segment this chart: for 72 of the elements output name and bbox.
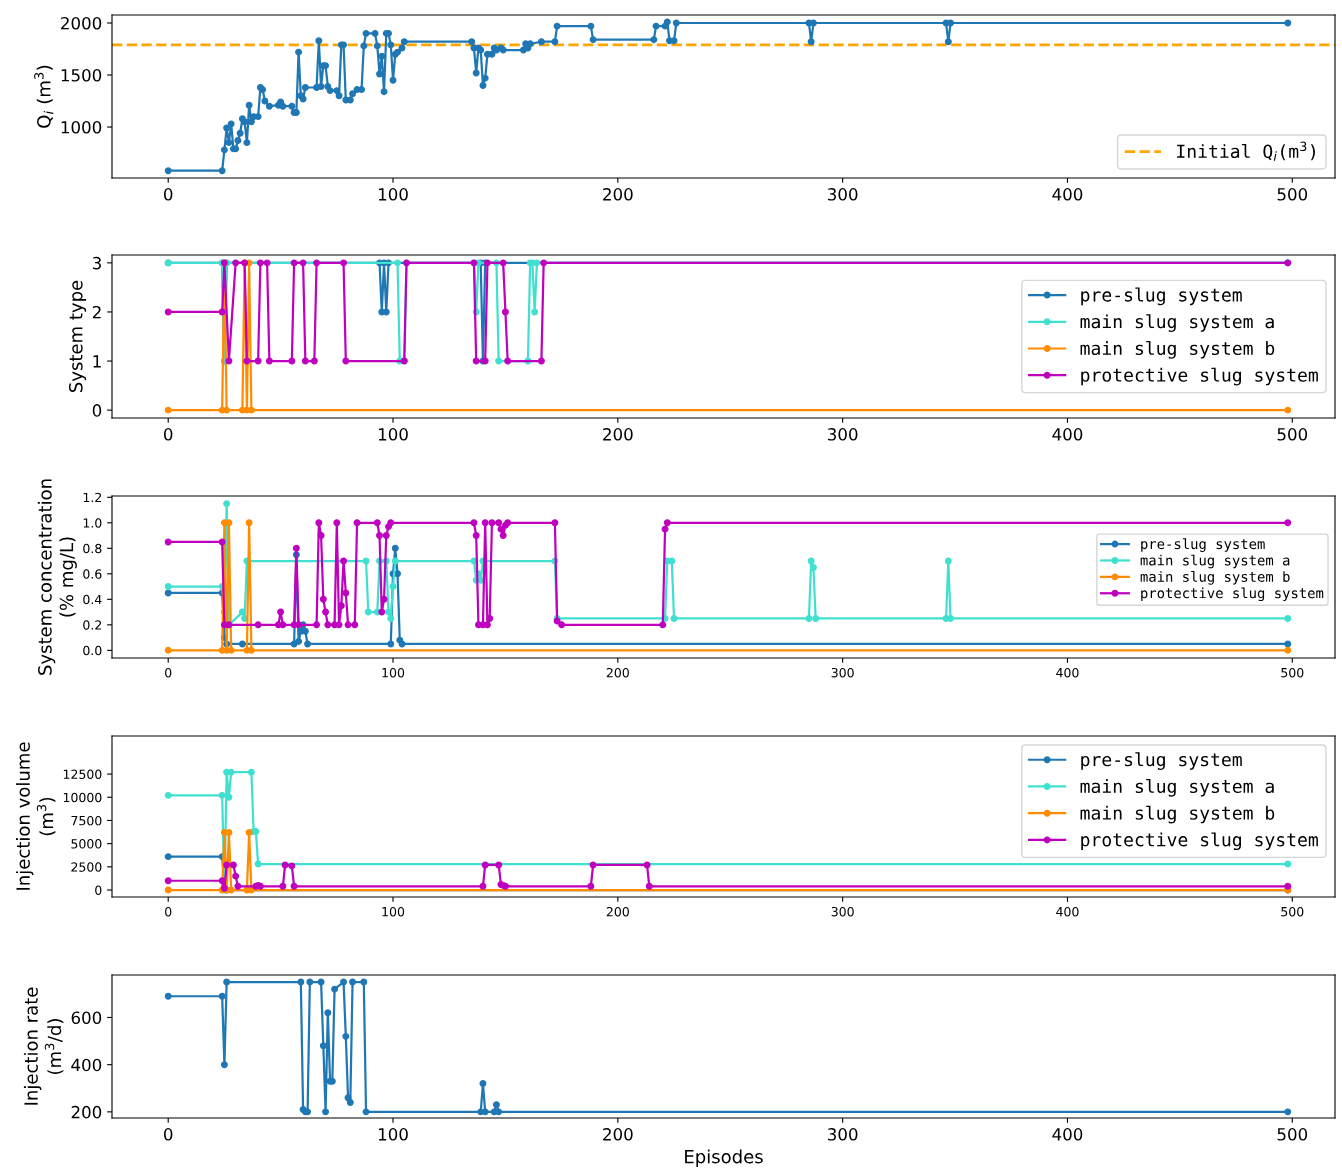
y-tick-label: 0.8 [83,543,102,554]
x-tick-label: 300 [831,906,854,917]
x-tick-label: 400 [1052,188,1083,201]
y-tick-label: 1500 [61,68,102,82]
legend-label: pre-slug system [1081,287,1242,306]
legend-label: main slug system a [1080,314,1274,332]
legend-label: protective slug system [1141,587,1324,602]
x-tick-label: 500 [1281,667,1304,678]
y-tick-label: 600 [71,1011,102,1025]
y-axis-title: Q$_{i}$ (m$^{3}$) [34,65,54,128]
y-axis-title: Injection rate (m$^{3}$/d) [23,987,64,1105]
legend-label: pre-slug system [1081,752,1242,770]
y-axis-title: System concentration (% mg/L) [37,479,77,675]
y-tick-label: 0.2 [83,620,102,630]
x-tick-label: 500 [1277,1128,1308,1141]
x-tick-label: 0 [164,1128,173,1141]
y-axis-title: Injection volume (m$^{3}$) [15,742,56,890]
y-tick-label: 0 [95,885,102,895]
x-tick-label: 200 [606,906,629,917]
y-tick-label: 0.6 [83,569,102,579]
y-axis-title: System type [68,280,87,393]
x-tick-label: 100 [378,1128,408,1141]
x-tick-label: 200 [603,1128,633,1141]
x-tick-label: 0 [165,667,172,678]
legend-label: main slug system a [1140,554,1290,569]
x-tick-label: 400 [1052,428,1083,441]
legend-label: main slug system b [1080,341,1275,359]
legend-label: protective slug system [1081,832,1318,851]
x-tick-label: 100 [378,428,408,441]
x-tick-label: 0 [164,428,173,441]
x-axis-title: Episodes [685,1149,763,1167]
x-tick-label: 100 [382,906,405,917]
legend-label: main slug system b [1080,805,1275,824]
x-tick-label: 400 [1056,667,1079,678]
x-tick-label: 100 [378,188,408,201]
legend-label: protective slug system [1081,367,1318,386]
legend-label: main slug system b [1140,571,1290,585]
y-tick-label: 400 [71,1058,102,1072]
x-tick-label: 400 [1052,1128,1083,1141]
legend-label: Initial Q$_{i}$(m$^{3}$) [1177,141,1315,161]
legend-label: pre-slug system [1141,538,1265,552]
y-tick-label: 2500 [71,862,102,872]
x-tick-label: 200 [603,428,633,441]
y-tick-label: 0.0 [83,645,102,656]
y-tick-label: 2000 [61,16,102,30]
y-tick-label: 5000 [71,839,102,849]
x-tick-label: 100 [382,667,405,678]
y-tick-label: 12500 [63,769,102,779]
y-tick-label: 3 [92,256,101,270]
y-tick-label: 10000 [63,792,102,803]
legend-label: main slug system a [1080,778,1274,797]
y-tick-label: 0 [92,404,102,417]
x-tick-label: 200 [603,188,633,201]
y-tick-label: 2 [92,305,101,319]
x-tick-label: 500 [1277,428,1308,441]
x-tick-label: 300 [828,428,858,441]
x-tick-label: 300 [828,1128,858,1141]
y-tick-label: 1000 [61,120,102,134]
x-tick-label: 500 [1277,188,1308,201]
x-tick-label: 200 [606,667,629,678]
y-tick-label: 1.2 [83,492,102,503]
y-tick-label: 0.4 [83,594,102,605]
x-tick-label: 0 [164,188,173,201]
x-tick-label: 500 [1281,906,1304,917]
x-tick-label: 300 [831,667,854,678]
x-tick-label: 300 [828,188,858,201]
y-tick-label: 1.0 [83,518,102,528]
x-tick-label: 400 [1056,906,1079,917]
y-tick-label: 200 [71,1105,102,1119]
x-tick-label: 0 [165,906,172,917]
y-tick-label: 1 [93,355,101,368]
y-tick-label: 7500 [71,815,102,826]
